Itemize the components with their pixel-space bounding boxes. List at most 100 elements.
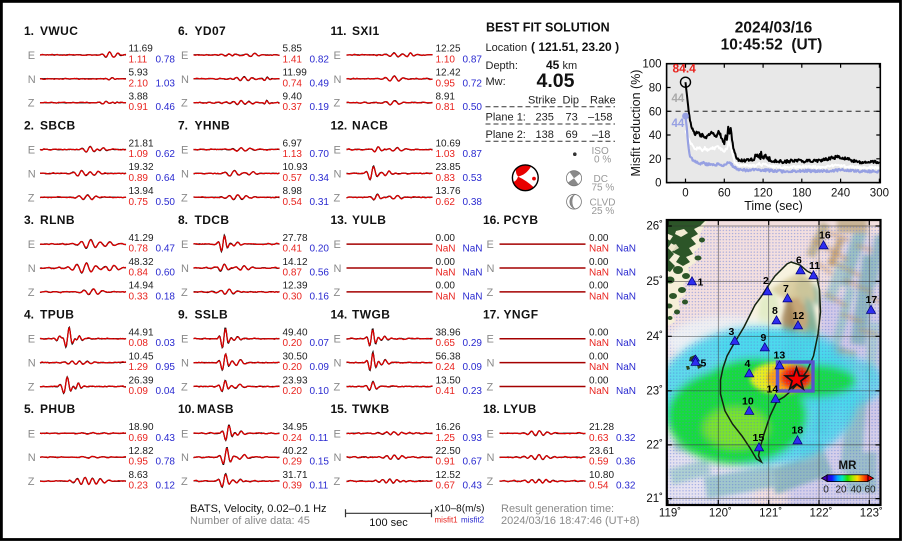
svg-text:0.30: 0.30 [283, 291, 303, 302]
svg-text:Z: Z [28, 192, 35, 204]
svg-text:10.69: 10.69 [436, 138, 461, 149]
svg-text:0.09: 0.09 [129, 386, 149, 397]
svg-text:NaN: NaN [589, 362, 609, 373]
svg-text:Z: Z [181, 476, 188, 488]
svg-text:E: E [28, 334, 35, 346]
svg-text:44: 44 [672, 93, 685, 105]
svg-text:240: 240 [831, 188, 850, 200]
svg-text:0.54: 0.54 [589, 481, 609, 492]
svg-text:8.63: 8.63 [129, 470, 149, 481]
svg-text:60: 60 [649, 106, 662, 118]
svg-text:N: N [28, 74, 36, 86]
svg-text:NaN: NaN [616, 386, 636, 397]
svg-text:14.12: 14.12 [283, 257, 308, 268]
svg-text:12.52: 12.52 [436, 470, 461, 481]
svg-text:N: N [334, 168, 342, 180]
svg-text:NaN: NaN [436, 291, 456, 302]
svg-text:0.91: 0.91 [436, 457, 456, 468]
svg-text:122˚: 122˚ [809, 508, 832, 520]
svg-text:0.43: 0.43 [463, 481, 483, 492]
svg-text:2: 2 [763, 275, 769, 287]
svg-text:NaN: NaN [616, 244, 636, 255]
svg-text:0.20: 0.20 [283, 338, 303, 349]
svg-text:0.82: 0.82 [310, 54, 330, 65]
svg-text:NaN: NaN [589, 244, 609, 255]
svg-text:60: 60 [718, 188, 731, 200]
svg-text:18.90: 18.90 [129, 422, 154, 433]
svg-text:0.39: 0.39 [283, 481, 303, 492]
svg-text:41.29: 41.29 [129, 233, 154, 244]
svg-text:14.94: 14.94 [129, 281, 154, 292]
svg-text:E: E [334, 145, 341, 157]
svg-text:11.69: 11.69 [129, 44, 154, 55]
svg-text:SBCB: SBCB [40, 118, 76, 132]
svg-text:0.95: 0.95 [129, 457, 149, 468]
svg-text:NaN: NaN [589, 338, 609, 349]
svg-text:0.57: 0.57 [283, 173, 303, 184]
svg-text:MR: MR [839, 460, 858, 472]
svg-text:Z: Z [334, 382, 341, 394]
svg-text:0.23: 0.23 [129, 481, 149, 492]
svg-text:10.: 10. [178, 402, 195, 416]
svg-text:26.39: 26.39 [129, 375, 154, 386]
svg-text:1.: 1. [24, 24, 34, 38]
svg-text:12.: 12. [331, 118, 348, 132]
svg-text:0.32: 0.32 [616, 433, 636, 444]
svg-text:40: 40 [850, 485, 862, 496]
svg-text:0.16: 0.16 [310, 291, 330, 302]
svg-text:10: 10 [742, 396, 754, 408]
svg-text:N: N [181, 452, 189, 464]
svg-text:N: N [181, 74, 189, 86]
svg-text:5.93: 5.93 [129, 68, 149, 79]
svg-text:km: km [563, 60, 578, 72]
svg-text:0.46: 0.46 [156, 102, 176, 113]
svg-text:48.32: 48.32 [129, 257, 154, 268]
svg-text:0.24: 0.24 [436, 362, 456, 373]
svg-text:0.20: 0.20 [283, 386, 303, 397]
svg-text:1.25: 1.25 [436, 433, 456, 444]
svg-text:7.: 7. [178, 118, 188, 132]
svg-text:0.78: 0.78 [129, 244, 149, 255]
svg-text:E: E [334, 50, 341, 62]
svg-text:0.47: 0.47 [156, 244, 176, 255]
svg-text:0.31: 0.31 [310, 197, 330, 208]
svg-text:120˚: 120˚ [709, 508, 732, 520]
svg-text:23.61: 23.61 [589, 446, 614, 457]
svg-text:Z: Z [28, 287, 35, 299]
svg-text:300: 300 [870, 188, 889, 200]
svg-text:2024/03/16: 2024/03/16 [735, 20, 813, 37]
svg-text:0.24: 0.24 [283, 433, 303, 444]
svg-text:12.42: 12.42 [436, 68, 461, 79]
svg-text:13.94: 13.94 [129, 186, 154, 197]
svg-text:YD07: YD07 [195, 24, 227, 38]
svg-text:Result generation time:: Result generation time: [501, 503, 614, 515]
svg-text:N: N [181, 358, 189, 370]
svg-text:0.29: 0.29 [283, 457, 303, 468]
svg-text:0.33: 0.33 [129, 291, 149, 302]
svg-text:69: 69 [566, 129, 578, 141]
svg-text:1.09: 1.09 [129, 149, 149, 160]
svg-text:4: 4 [745, 358, 751, 370]
svg-text:25˚: 25˚ [646, 276, 663, 288]
svg-text:1.13: 1.13 [283, 149, 303, 160]
svg-text:NaN: NaN [589, 268, 609, 279]
svg-text:BATS, Velocity, 0.02–0.1 Hz: BATS, Velocity, 0.02–0.1 Hz [190, 503, 327, 515]
svg-text:Z: Z [487, 382, 494, 394]
svg-text:18.: 18. [483, 402, 500, 416]
svg-text:SSLB: SSLB [195, 308, 229, 322]
svg-text:3.88: 3.88 [129, 92, 149, 103]
svg-text:3: 3 [729, 326, 735, 338]
svg-text:0.50: 0.50 [463, 102, 483, 113]
svg-text:23.85: 23.85 [436, 162, 461, 173]
svg-text:44: 44 [672, 118, 685, 130]
svg-text:0.04: 0.04 [156, 386, 176, 397]
svg-text:12.39: 12.39 [283, 281, 308, 292]
svg-text:38.96: 38.96 [436, 328, 461, 339]
svg-text:0.23: 0.23 [463, 386, 483, 397]
svg-text:0.89: 0.89 [129, 173, 149, 184]
svg-text:ISO: ISO [592, 146, 609, 157]
svg-text:Z: Z [28, 98, 35, 110]
svg-text:1.03: 1.03 [436, 149, 456, 160]
svg-text:0.00: 0.00 [589, 257, 609, 268]
svg-text:16.26: 16.26 [436, 422, 461, 433]
